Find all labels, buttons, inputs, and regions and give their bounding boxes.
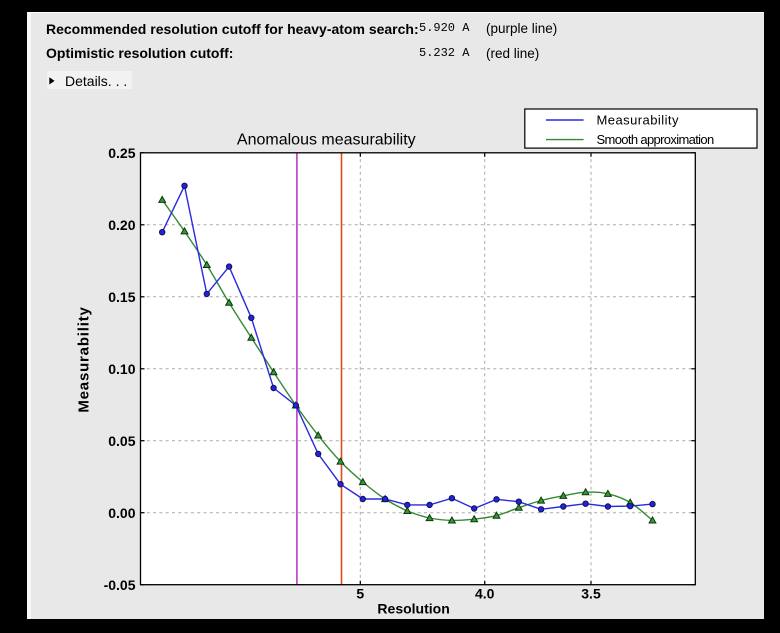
svg-text:Resolution: Resolution <box>377 601 449 617</box>
svg-text:0.10: 0.10 <box>108 361 135 377</box>
svg-text:0.05: 0.05 <box>108 433 135 449</box>
svg-text:Measurability: Measurability <box>76 306 93 412</box>
svg-text:0.15: 0.15 <box>108 289 135 305</box>
svg-text:0.25: 0.25 <box>108 145 135 161</box>
svg-text:Anomalous measurability: Anomalous measurability <box>237 132 416 149</box>
svg-text:0.00: 0.00 <box>108 505 135 521</box>
svg-text:5: 5 <box>356 586 364 602</box>
svg-text:-0.05: -0.05 <box>104 577 136 593</box>
svg-text:4.0: 4.0 <box>475 586 495 602</box>
svg-text:Smooth approximation: Smooth approximation <box>597 132 714 147</box>
svg-text:Measurability: Measurability <box>597 112 679 127</box>
svg-text:0.20: 0.20 <box>108 217 135 233</box>
svg-text:3.5: 3.5 <box>581 586 601 602</box>
